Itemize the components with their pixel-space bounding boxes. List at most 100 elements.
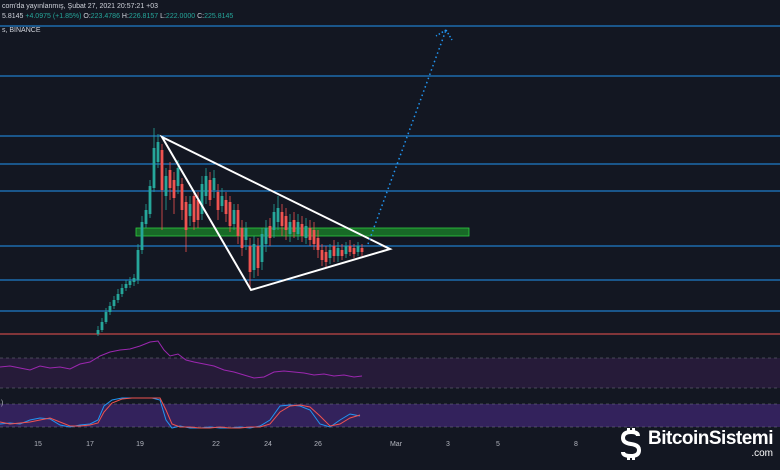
candle-body bbox=[332, 246, 336, 256]
candle[interactable] bbox=[268, 218, 272, 246]
candle[interactable] bbox=[180, 178, 184, 220]
candle-body bbox=[344, 246, 348, 254]
candle-body bbox=[176, 168, 180, 186]
candle[interactable] bbox=[240, 220, 244, 256]
candle[interactable] bbox=[148, 180, 152, 218]
candle-body bbox=[180, 184, 184, 210]
candle[interactable] bbox=[172, 172, 176, 214]
candle[interactable] bbox=[248, 238, 252, 288]
candle[interactable] bbox=[264, 220, 268, 252]
candle[interactable] bbox=[192, 190, 196, 230]
candle[interactable] bbox=[352, 244, 356, 258]
candle[interactable] bbox=[316, 230, 320, 258]
candle[interactable] bbox=[272, 204, 276, 238]
candle-body bbox=[228, 202, 232, 226]
candle[interactable] bbox=[128, 277, 132, 288]
candle[interactable] bbox=[328, 244, 332, 264]
candle[interactable] bbox=[136, 244, 140, 284]
candle[interactable] bbox=[168, 162, 172, 200]
candle[interactable] bbox=[188, 196, 192, 226]
candle[interactable] bbox=[348, 240, 352, 256]
candle-body bbox=[264, 228, 268, 244]
candle[interactable] bbox=[332, 240, 336, 262]
candle[interactable] bbox=[164, 168, 168, 210]
candle-body bbox=[240, 228, 244, 248]
candle[interactable] bbox=[260, 228, 264, 270]
close-label: C: bbox=[197, 13, 205, 20]
candle-body bbox=[152, 148, 156, 188]
candle[interactable] bbox=[112, 296, 116, 309]
candle-body bbox=[244, 228, 248, 240]
candle[interactable] bbox=[124, 280, 128, 291]
candle-body bbox=[336, 248, 340, 256]
candle[interactable] bbox=[104, 308, 108, 324]
candle[interactable] bbox=[288, 214, 292, 242]
candle-body bbox=[260, 234, 264, 262]
candle[interactable] bbox=[116, 289, 120, 303]
candle[interactable] bbox=[256, 238, 260, 276]
candle[interactable] bbox=[200, 176, 204, 220]
candle[interactable] bbox=[276, 196, 280, 230]
candle[interactable] bbox=[216, 184, 220, 220]
price-change: +4.0975 (+1.85%) bbox=[25, 13, 82, 20]
candle[interactable] bbox=[120, 284, 124, 297]
candle[interactable] bbox=[132, 274, 136, 286]
candle[interactable] bbox=[236, 204, 240, 244]
candle[interactable] bbox=[280, 204, 284, 236]
candle[interactable] bbox=[224, 192, 228, 222]
candle[interactable] bbox=[140, 216, 144, 254]
bitcoinsistemi-watermark: BitcoinSistemi .com bbox=[618, 424, 778, 464]
candle[interactable] bbox=[296, 214, 300, 240]
time-tick-label: 26 bbox=[314, 441, 322, 448]
candle[interactable] bbox=[356, 242, 360, 256]
candle-body bbox=[284, 216, 288, 230]
candle[interactable] bbox=[96, 326, 100, 336]
candle[interactable] bbox=[244, 222, 248, 250]
candle[interactable] bbox=[340, 244, 344, 260]
ohlc-prefix: 5.8145 bbox=[2, 13, 24, 20]
candle[interactable] bbox=[304, 218, 308, 244]
candle[interactable] bbox=[312, 222, 316, 250]
candle-body bbox=[124, 284, 128, 288]
candle[interactable] bbox=[284, 208, 288, 240]
candle[interactable] bbox=[344, 242, 348, 258]
time-axis[interactable]: 15 17 19 22 24 26 Mar 3 5 8 bbox=[34, 441, 578, 448]
low-label: L: bbox=[160, 13, 166, 20]
candle[interactable] bbox=[336, 242, 340, 262]
candle[interactable] bbox=[220, 188, 224, 212]
candle[interactable] bbox=[360, 244, 364, 256]
triangle-pattern[interactable] bbox=[159, 134, 393, 292]
candle[interactable] bbox=[252, 236, 256, 278]
candle[interactable] bbox=[100, 318, 104, 332]
projection-arrow[interactable] bbox=[367, 29, 453, 245]
candle[interactable] bbox=[308, 220, 312, 246]
candle[interactable] bbox=[320, 244, 324, 266]
candle-body bbox=[200, 184, 204, 214]
candle[interactable] bbox=[160, 144, 164, 230]
candle[interactable] bbox=[324, 246, 328, 268]
candle[interactable] bbox=[184, 196, 188, 252]
open-value: 223.4786 bbox=[90, 13, 120, 20]
stoch-rsi-pane[interactable] bbox=[0, 397, 780, 429]
candle-body bbox=[188, 204, 192, 216]
candle[interactable] bbox=[152, 128, 156, 192]
candle-body bbox=[148, 186, 152, 214]
candle-body bbox=[256, 246, 260, 268]
candle[interactable] bbox=[300, 216, 304, 242]
candle[interactable] bbox=[232, 204, 236, 230]
candle[interactable] bbox=[156, 134, 160, 168]
open-label: O: bbox=[83, 13, 91, 20]
candle[interactable] bbox=[208, 172, 212, 206]
candle[interactable] bbox=[204, 168, 208, 204]
candle-body bbox=[120, 288, 124, 294]
candle[interactable] bbox=[212, 170, 216, 198]
candle[interactable] bbox=[292, 212, 296, 238]
candle[interactable] bbox=[228, 196, 232, 232]
rsi-pane[interactable] bbox=[0, 340, 780, 389]
candle-body bbox=[216, 192, 220, 210]
candle[interactable] bbox=[108, 302, 112, 315]
candle-body bbox=[288, 222, 292, 234]
candle-body bbox=[208, 180, 212, 200]
candle[interactable] bbox=[144, 204, 148, 228]
